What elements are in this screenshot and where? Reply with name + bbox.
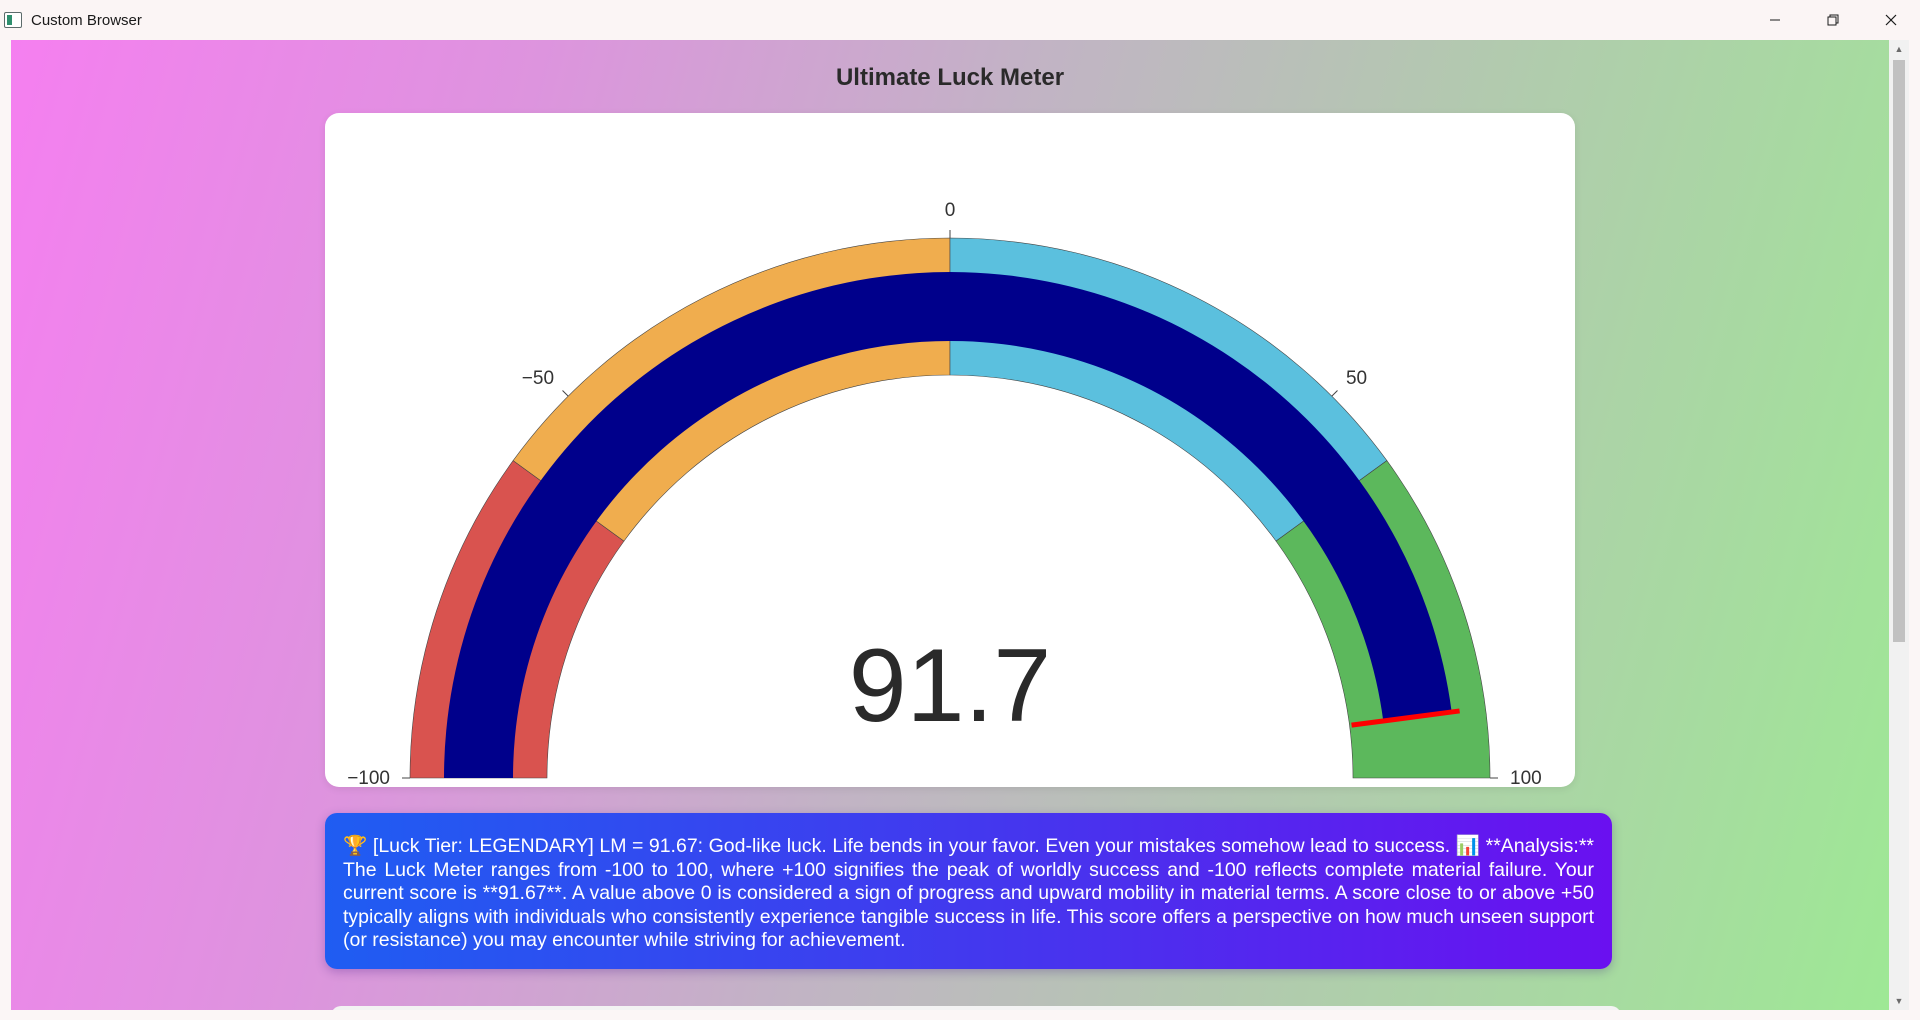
next-card-edge bbox=[331, 1006, 1621, 1010]
gauge-bar bbox=[444, 271, 1452, 778]
scroll-up-icon[interactable]: ▲ bbox=[1894, 44, 1904, 54]
gauge-value: 91.7 bbox=[849, 628, 1051, 744]
gauge-ticks: −100 −50 0 50 100 bbox=[347, 200, 1542, 787]
page-viewport[interactable]: Ultimate Luck Meter −100 −50 0 50 100 91.7 🏆… bbox=[11, 40, 1889, 1010]
gauge-tick-label: 0 bbox=[945, 200, 956, 221]
title-bar: Custom Browser bbox=[0, 0, 1920, 40]
analysis-text: 🏆 [Luck Tier: LEGENDARY] LM = 91.67: God… bbox=[343, 835, 1594, 951]
vertical-scrollbar[interactable]: ▲ ▼ bbox=[1889, 40, 1909, 1010]
app-window-icon bbox=[4, 12, 22, 28]
gauge-tick bbox=[562, 390, 569, 397]
scrollbar-thumb[interactable] bbox=[1893, 60, 1905, 642]
analysis-box: 🏆 [Luck Tier: LEGENDARY] LM = 91.67: God… bbox=[325, 813, 1612, 969]
window-controls bbox=[1746, 0, 1920, 40]
gauge-tick-label: −50 bbox=[522, 368, 554, 389]
restore-icon bbox=[1827, 14, 1839, 26]
close-button[interactable] bbox=[1862, 0, 1920, 40]
gauge-tick-label: −100 bbox=[347, 768, 390, 787]
window-title: Custom Browser bbox=[31, 11, 142, 29]
close-icon bbox=[1885, 14, 1897, 26]
gauge-tick-label: 50 bbox=[1346, 368, 1367, 389]
gauge-value-bar bbox=[444, 271, 1452, 778]
minimize-button[interactable] bbox=[1746, 0, 1804, 40]
scroll-down-icon[interactable]: ▼ bbox=[1894, 996, 1904, 1006]
page-title: Ultimate Luck Meter bbox=[835, 64, 1065, 91]
gauge-threshold bbox=[1351, 708, 1460, 728]
minimize-icon bbox=[1770, 19, 1780, 21]
gauge-tick-label: 100 bbox=[1510, 768, 1542, 787]
gauge-card: −100 −50 0 50 100 91.7 bbox=[325, 113, 1575, 787]
luck-gauge: −100 −50 0 50 100 91.7 bbox=[347, 200, 1542, 787]
restore-button[interactable] bbox=[1804, 0, 1862, 40]
gauge-tick bbox=[1331, 390, 1338, 397]
gauge-threshold-line bbox=[1351, 708, 1460, 728]
